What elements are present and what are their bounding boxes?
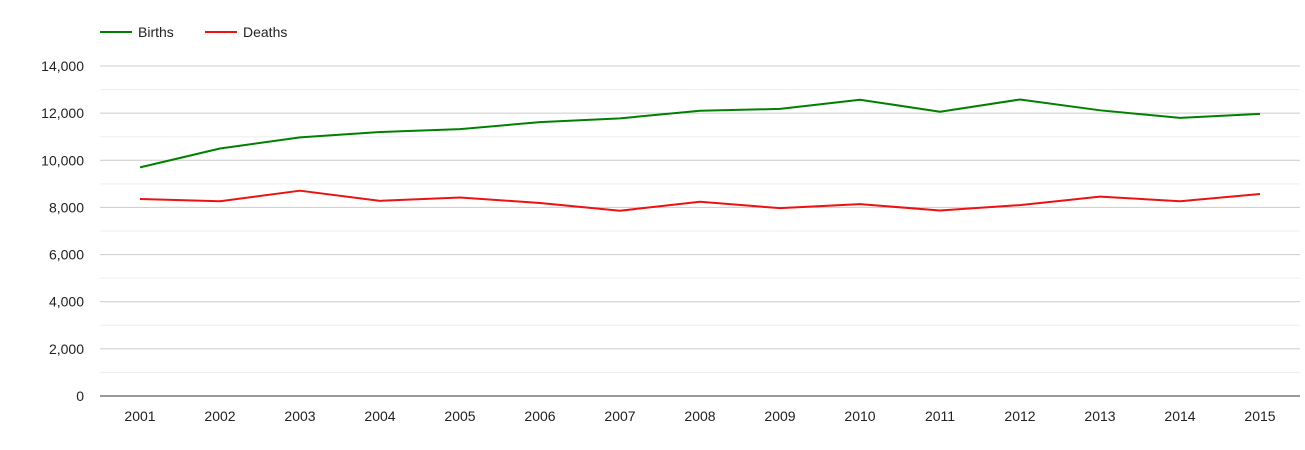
- x-tick-label: 2010: [844, 408, 875, 424]
- series-line-deaths: [139, 189, 1261, 212]
- x-tick-label: 2012: [1004, 408, 1035, 424]
- minor-gridlines: [100, 89, 1300, 373]
- x-tick-label: 2004: [364, 408, 395, 424]
- legend-label: Births: [138, 24, 174, 40]
- x-tick-label: 2007: [604, 408, 635, 424]
- major-gridlines: [100, 65, 1300, 350]
- y-tick-label: 10,000: [41, 152, 84, 168]
- legend-item-deaths: Deaths: [205, 24, 287, 40]
- x-tick-label: 2001: [124, 408, 155, 424]
- x-tick-label: 2015: [1244, 408, 1275, 424]
- y-tick-label: 2,000: [49, 341, 84, 357]
- x-tick-label: 2005: [444, 408, 475, 424]
- x-tick-label: 2011: [925, 408, 955, 424]
- y-tick-label: 4,000: [49, 294, 84, 310]
- legend: Births Deaths: [100, 24, 287, 40]
- series-lines: [139, 98, 1261, 212]
- y-axis-tick-labels: 0 2,000 4,000 6,000 8,000 10,000 12,000 14,000: [41, 58, 84, 404]
- y-tick-label: 14,000: [41, 58, 84, 74]
- x-tick-label: 2008: [684, 408, 715, 424]
- series-line-births: [139, 98, 1261, 169]
- legend-item-births: Births: [100, 24, 174, 40]
- y-tick-label: 8,000: [49, 199, 84, 215]
- x-tick-label: 2002: [204, 408, 235, 424]
- x-tick-label: 2006: [524, 408, 555, 424]
- x-tick-label: 2014: [1164, 408, 1195, 424]
- x-axis-tick-labels: 2001 2002 2003 2004 2005 2006 2007 2008 2009 2010…: [124, 408, 1275, 424]
- y-tick-label: 0: [76, 388, 84, 404]
- y-tick-label: 12,000: [41, 105, 84, 121]
- x-tick-label: 2009: [764, 408, 795, 424]
- x-tick-label: 2013: [1084, 408, 1115, 424]
- legend-label: Deaths: [243, 24, 287, 40]
- x-tick-label: 2003: [284, 408, 315, 424]
- y-tick-label: 6,000: [49, 247, 84, 263]
